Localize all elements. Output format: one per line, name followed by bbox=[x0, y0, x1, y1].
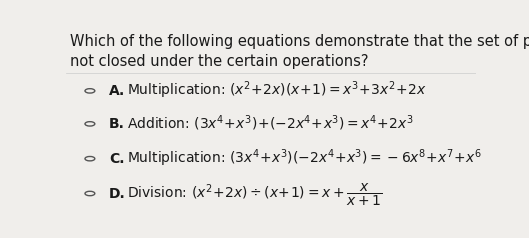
Text: Multiplication: $(x^2\!+\!2x)(x\!+\!1) = x^3\!+\!3x^2\!+\!2x$: Multiplication: $(x^2\!+\!2x)(x\!+\!1) =… bbox=[127, 80, 426, 101]
Text: Multiplication: $(3x^4\!+\!x^3)(-2x^4\!+\!x^3) = -6x^8\!+\!x^7\!+\!x^6$: Multiplication: $(3x^4\!+\!x^3)(-2x^4\!+… bbox=[127, 148, 482, 169]
Text: Which of the following equations demonstrate that the set of polynomials is
not : Which of the following equations demonst… bbox=[70, 34, 529, 69]
Text: A.: A. bbox=[109, 84, 125, 99]
Text: C.: C. bbox=[109, 152, 125, 166]
Text: D.: D. bbox=[109, 187, 126, 201]
Text: B.: B. bbox=[109, 117, 125, 131]
Text: Addition: $(3x^4\!+\!x^3)\!+\!(-2x^4\!+\!x^3) = x^4\!+\!2x^3$: Addition: $(3x^4\!+\!x^3)\!+\!(-2x^4\!+\… bbox=[127, 113, 414, 133]
Text: Division: $(x^2\!+\!2x)\div(x\!+\!1) = x+\dfrac{x}{x+1}$: Division: $(x^2\!+\!2x)\div(x\!+\!1) = x… bbox=[127, 181, 382, 208]
